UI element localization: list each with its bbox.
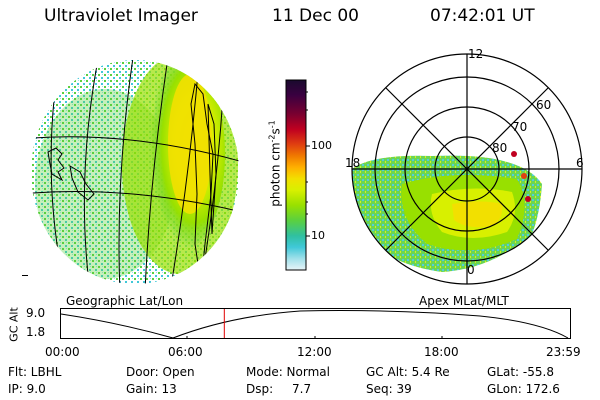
info-glon: GLon: 172.6 [487, 382, 560, 396]
colorbar-tick-100: 100 [311, 139, 332, 152]
colorbar-tick-10: 10 [311, 229, 325, 242]
info-glat: GLat: -55.8 [487, 365, 554, 379]
mlat-label-60: 60 [536, 98, 552, 112]
info-gain: Gain: 13 [126, 382, 177, 396]
mlat-label-80: 80 [492, 141, 508, 155]
altitude-ytick-low: 1.8 [26, 325, 46, 339]
time-label: 07:42:01 UT [430, 6, 535, 26]
info-seq: Seq: 39 [366, 382, 412, 396]
right-panel-label: Apex MLat/MLT [419, 294, 509, 308]
polar-mlat-mlt-plot [351, 53, 583, 285]
info-dsp-value: 7.7 [292, 382, 312, 396]
altitude-xtick-2359: 23:59 [546, 345, 581, 359]
colorbar-unit-exp1: -2 [267, 134, 277, 143]
mlt-label-18: 18 [345, 156, 361, 170]
altitude-axis-label: GC Alt [7, 307, 21, 342]
altitude-xtick-0600: 06:00 [168, 345, 203, 359]
left-panel-label: Geographic Lat/Lon [66, 294, 184, 308]
colorbar-unit-label: photon cm-2s-1 [268, 94, 283, 234]
info-gc-alt: GC Alt: 5.4 Re [366, 365, 450, 379]
mlt-label-12: 12 [468, 47, 484, 61]
info-dsp-label: Dsp: [246, 382, 274, 396]
mlt-label-0: 0 [467, 263, 475, 277]
altitude-xtick-1200: 12:00 [297, 345, 332, 359]
altitude-xtick-0000: 00:00 [45, 345, 80, 359]
mlt-label-6: 6 [576, 156, 584, 170]
altitude-ytick-high: 9.0 [26, 306, 46, 320]
colorbar-unit-exp2: -1 [267, 120, 277, 129]
info-door: Door: Open [126, 365, 195, 379]
info-ip: IP: 9.0 [8, 382, 46, 396]
mlat-label-70: 70 [512, 120, 528, 134]
colorbar-unit-base: photon cm [268, 142, 283, 207]
info-filter: Flt: LBHL [8, 365, 62, 379]
colorbar-unit-mid: s [268, 128, 283, 135]
geographic-globe-image [22, 60, 239, 284]
info-mode: Mode: Normal [246, 365, 330, 379]
colorbar [285, 79, 310, 271]
instrument-title: Ultraviolet Imager [44, 6, 198, 26]
altitude-plot [60, 308, 571, 339]
altitude-xtick-1800: 18:00 [424, 345, 459, 359]
date-label: 11 Dec 00 [272, 6, 359, 26]
